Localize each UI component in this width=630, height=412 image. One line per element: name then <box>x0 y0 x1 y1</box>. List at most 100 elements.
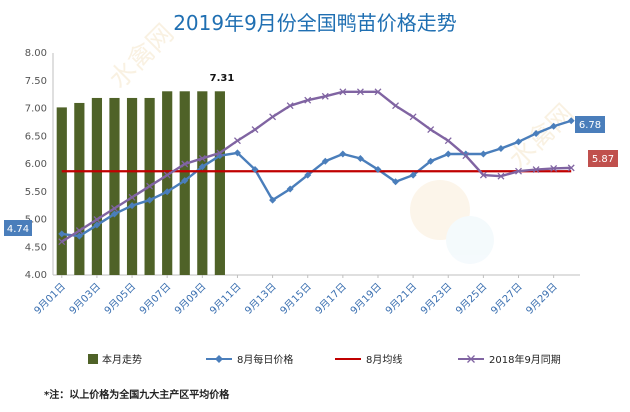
data-point-diamond <box>374 166 382 174</box>
data-point-cross <box>304 96 312 104</box>
last-value-callout-label: 6.78 <box>579 120 601 131</box>
x-tick-label: 9月17日 <box>313 281 349 317</box>
data-point-cross <box>550 164 558 172</box>
x-tick-label: 9月19日 <box>348 281 384 317</box>
bars-this-month <box>56 91 225 275</box>
legend-label: 本月走势 <box>102 353 142 366</box>
x-tick-label: 9月25日 <box>453 281 489 317</box>
data-point-cross <box>567 164 575 172</box>
data-point-diamond <box>339 150 347 158</box>
avg-callout-box <box>588 150 618 167</box>
data-point-cross <box>58 238 66 246</box>
x-tick-label: 9月09日 <box>172 281 208 317</box>
data-point-cross <box>409 113 417 121</box>
data-point-diamond <box>93 221 101 229</box>
data-point-diamond <box>251 166 259 174</box>
bar <box>197 91 208 275</box>
x-tick-label: 9月23日 <box>418 281 454 317</box>
data-point-cross <box>128 193 136 201</box>
data-point-cross <box>497 172 505 180</box>
x-tick-label: 9月03日 <box>67 281 103 317</box>
first-value-callout-box <box>4 220 32 236</box>
data-point-diamond <box>515 138 523 146</box>
bar <box>162 91 173 275</box>
data-point-cross <box>146 182 154 190</box>
last-value-callout: 6.78 <box>575 116 605 133</box>
data-point-cross <box>233 137 241 145</box>
last-value-callout-box <box>575 116 605 133</box>
data-point-cross <box>374 88 382 96</box>
legend-marker <box>215 355 223 363</box>
data-point-cross <box>427 126 435 134</box>
data-point-diamond <box>321 157 329 165</box>
y-tick-label: 7.00 <box>25 104 47 115</box>
data-point-diamond <box>181 177 189 185</box>
data-point-diamond <box>532 129 540 137</box>
x-tick-label: 9月01日 <box>32 281 68 317</box>
data-point-diamond <box>567 117 575 125</box>
legend-label: 8月均线 <box>366 353 402 366</box>
first-value-callout: 4.74 <box>4 220 32 236</box>
data-point-cross <box>93 216 101 223</box>
legend-label: 8月每日价格 <box>237 353 293 366</box>
bar <box>109 97 120 275</box>
data-point-cross <box>269 113 277 121</box>
bar <box>214 91 225 275</box>
y-axis-ticks: 4.00 4.50 5.00 5.50 6.00 6.50 7.00 7.50 8.00 <box>25 48 47 281</box>
y-tick-label: 8.00 <box>25 48 47 59</box>
x-tick-label: 9月11日 <box>207 281 243 317</box>
legend-item: 本月走势 <box>88 353 142 366</box>
data-point-cross <box>198 154 206 162</box>
data-point-cross <box>515 167 522 175</box>
bar <box>91 97 103 275</box>
data-point-diamond <box>269 196 277 204</box>
data-point-diamond <box>58 230 66 238</box>
bar <box>126 97 138 275</box>
y-tick-label: 6.50 <box>25 131 47 142</box>
first-value-callout-label: 4.74 <box>7 224 29 235</box>
data-point-cross <box>462 152 470 160</box>
legend: 本月走势 8月每日价格 8月均线 2018年9月同期 <box>88 353 561 366</box>
data-point-diamond <box>198 163 206 171</box>
y-tick-label: 5.00 <box>25 215 47 226</box>
chart-title: 2019年9月份全国鸭苗价格走势 <box>173 11 457 35</box>
data-point-diamond <box>392 178 400 186</box>
data-point-cross <box>392 102 400 110</box>
legend-marker <box>467 355 475 363</box>
x-tick-label: 9月05日 <box>102 281 138 317</box>
watermark-text: 水禽网 <box>504 99 580 175</box>
data-point-diamond <box>409 171 417 179</box>
line-series <box>61 90 572 243</box>
data-point-diamond <box>286 185 294 193</box>
bar <box>74 102 85 275</box>
y-tick-label: 7.50 <box>25 76 47 87</box>
avg-callout-label: 5.87 <box>592 154 614 165</box>
x-tick-label: 9月27日 <box>489 281 525 317</box>
x-tick-label: 9月21日 <box>383 281 419 317</box>
bar-max-label: 7.31 <box>210 73 235 84</box>
series-line <box>61 90 572 243</box>
data-point-cross <box>111 204 118 212</box>
data-point-cross <box>339 88 347 96</box>
data-point-cross <box>321 92 329 100</box>
data-point-diamond <box>163 188 171 196</box>
data-point-diamond <box>427 157 435 165</box>
data-point-diamond <box>233 149 241 157</box>
legend-swatch <box>88 354 98 364</box>
y-tick-label: 5.50 <box>25 187 47 198</box>
data-point-cross <box>163 171 171 179</box>
data-point-diamond <box>444 150 452 158</box>
data-point-cross <box>356 88 364 96</box>
data-point-diamond <box>110 210 118 218</box>
watermark-text: 水禽网 <box>104 19 180 95</box>
x-tick-label: 9月13日 <box>243 281 279 317</box>
data-point-diamond <box>75 232 83 240</box>
data-point-diamond <box>479 150 487 158</box>
x-axis-ticks: 9月01日 9月03日 9月05日 9月07日 9月09日 9月11日 9月13日 9月15日… <box>32 275 560 317</box>
data-point-cross <box>216 149 224 157</box>
x-tick-label: 9月07日 <box>137 281 173 317</box>
data-point-diamond <box>146 196 154 204</box>
x-tick-label: 9月15日 <box>278 281 314 317</box>
legend-item: 8月每日价格 <box>206 353 293 366</box>
legend-item: 2018年9月同期 <box>458 353 561 366</box>
